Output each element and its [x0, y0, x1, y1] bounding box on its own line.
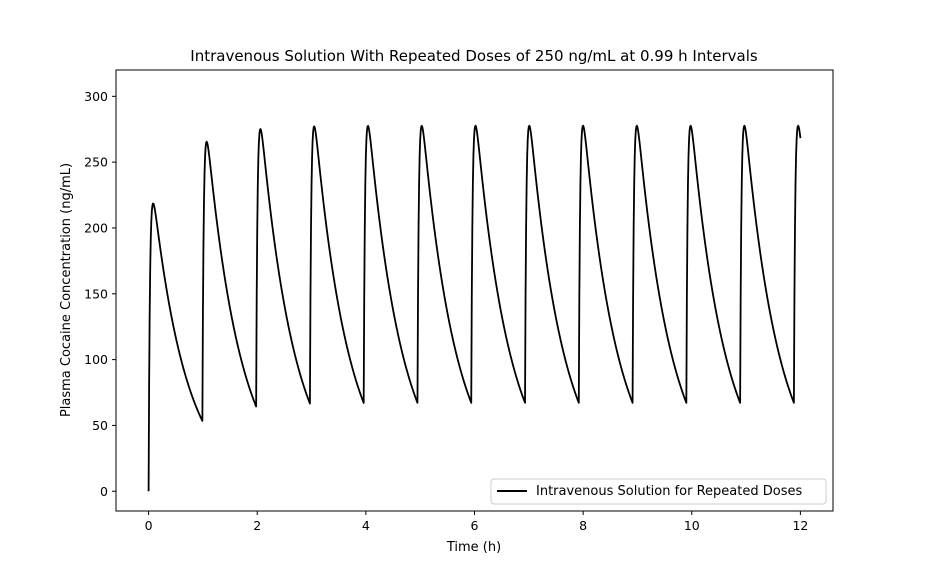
y-axis-ticks: 0 50 100 150 200 250 300 [84, 89, 116, 499]
legend-label: Intravenous Solution for Repeated Doses [536, 484, 802, 499]
plot-area [115, 69, 834, 512]
x-tick-label: 4 [362, 518, 370, 533]
series-group [147, 124, 802, 492]
y-tick-label: 0 [100, 484, 108, 499]
x-tick-label: 8 [579, 518, 587, 533]
x-axis-label: Time (h) [446, 540, 501, 555]
y-tick-label: 50 [92, 418, 108, 433]
legend-box [490, 478, 827, 505]
x-tick-label: 10 [684, 518, 700, 533]
series-line [147, 124, 802, 492]
x-tick-label: 12 [792, 518, 808, 533]
y-tick-label: 150 [84, 286, 108, 301]
x-tick-label: 0 [145, 518, 153, 533]
y-tick-label: 300 [84, 89, 108, 104]
x-axis-ticks: 0 2 4 6 8 10 12 [145, 511, 808, 533]
y-tick-label: 100 [84, 352, 108, 367]
legend: Intravenous Solution for Repeated Doses [490, 478, 827, 505]
x-tick-label: 2 [253, 518, 261, 533]
x-tick-label: 6 [471, 518, 479, 533]
chart-title: Intravenous Solution With Repeated Doses… [190, 47, 758, 65]
y-axis-label: Plasma Cocaine Concentration (ng/mL) [59, 163, 74, 417]
y-tick-label: 200 [84, 220, 108, 235]
y-tick-label: 250 [84, 155, 108, 170]
